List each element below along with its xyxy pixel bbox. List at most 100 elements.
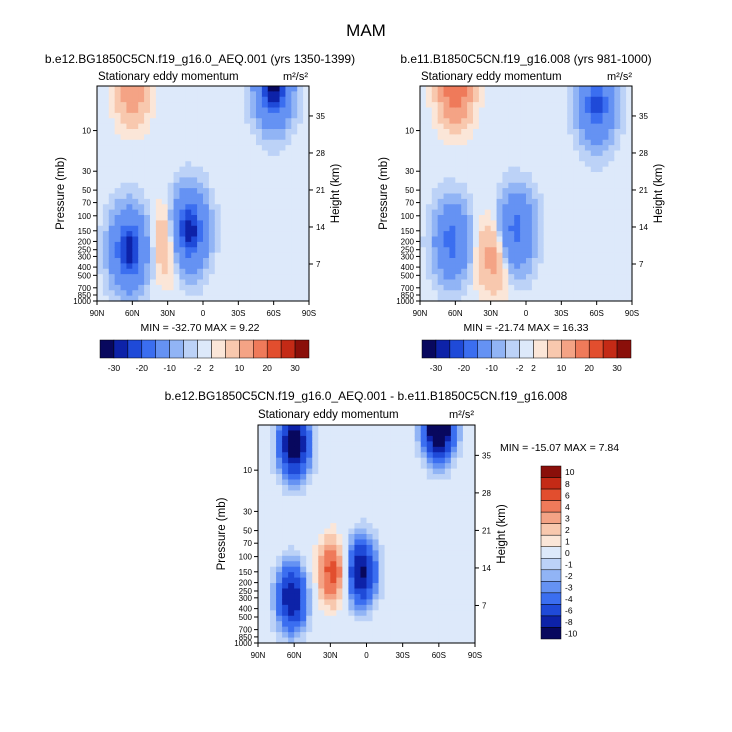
field-cell [232,236,239,243]
field-cell [420,490,428,497]
field-cell [490,166,498,173]
field-cell [384,561,392,568]
field-cell [490,161,498,168]
field-cell [426,621,434,628]
y2-axis-label: Height (km) [496,504,508,564]
field-cell [144,182,151,189]
field-cell [531,193,539,200]
field-cell [384,593,392,600]
field-cell [420,129,427,135]
field-cell [360,468,368,475]
field-cell [318,610,325,617]
field-cell [490,188,498,195]
field-cell [354,506,362,513]
field-cell [276,430,283,437]
field-cell [197,123,204,130]
field-cell [126,177,133,184]
field-cell [273,155,281,162]
field-cell [561,215,568,221]
field-cell [173,252,181,259]
y2-tick-label: 21 [482,526,491,535]
field-cell [294,446,301,453]
field-cell [303,86,310,92]
field-cell [132,107,139,114]
field-cell [330,523,337,530]
field-cell [514,258,521,264]
field-cell [185,91,192,98]
field-cell [462,523,470,530]
field-cell [324,517,331,524]
colorbar-swatch [266,339,282,359]
field-cell [270,506,277,513]
field-cell [573,290,580,297]
field-cell [244,231,251,238]
field-cell [420,528,428,535]
field-cell [620,215,627,221]
field-cell [330,446,337,453]
field-cells [97,86,310,302]
field-cell [496,279,504,286]
field-cell [549,290,557,297]
field-cell [120,188,128,195]
field-cell [502,166,509,173]
colorbar-swatch [127,339,143,359]
field-cell [608,172,615,178]
field-cell [444,599,452,606]
field-cell [256,204,263,211]
figure-title: MAM [346,21,386,40]
field-cell [473,139,480,146]
field-cell [425,279,433,286]
field-cell [468,495,476,502]
field-cell [279,145,287,152]
field-cell [526,177,533,184]
field-cell [276,637,283,644]
field-cell [420,155,427,162]
field-cell [264,484,271,491]
field-cell [626,182,633,189]
field-cell [549,145,557,152]
field-cell [214,258,222,264]
field-cell [336,534,343,541]
field-cell [208,155,216,162]
field-cell [342,452,350,459]
field-cell [120,220,128,227]
field-cell [132,188,139,195]
field-cell [614,134,621,141]
field-cell [161,129,169,135]
field-cell [312,523,319,530]
field-cell [300,435,307,442]
field-cell [300,577,307,584]
field-cell [256,166,263,173]
field-cell [102,252,110,259]
field-cell [185,268,192,275]
field-cell [155,204,163,211]
field-cell [150,102,157,109]
field-cell [432,474,440,481]
field-cell [360,577,368,584]
field-cell [114,215,122,221]
field-cell [138,198,145,205]
field-cell [114,268,122,275]
field-cell [132,177,139,184]
field-cell [167,215,175,221]
field-cell [402,626,410,633]
field-cell [567,129,574,135]
field-cell [579,258,586,264]
field-cell [462,604,470,611]
field-cell [214,145,222,152]
x-tick-label: 0 [364,651,369,660]
field-cell [468,632,476,639]
field-cell [161,247,169,254]
field-cell [297,102,304,109]
field-cell [461,268,468,275]
field-cell [514,290,521,297]
field-cell [473,209,480,216]
field-cell [258,544,265,551]
field-cell [596,86,604,92]
field-cell [414,468,422,475]
field-cell [173,86,181,92]
field-cell [155,220,163,227]
field-cell [502,86,509,92]
field-cell [264,561,271,568]
field-cell [161,225,169,232]
